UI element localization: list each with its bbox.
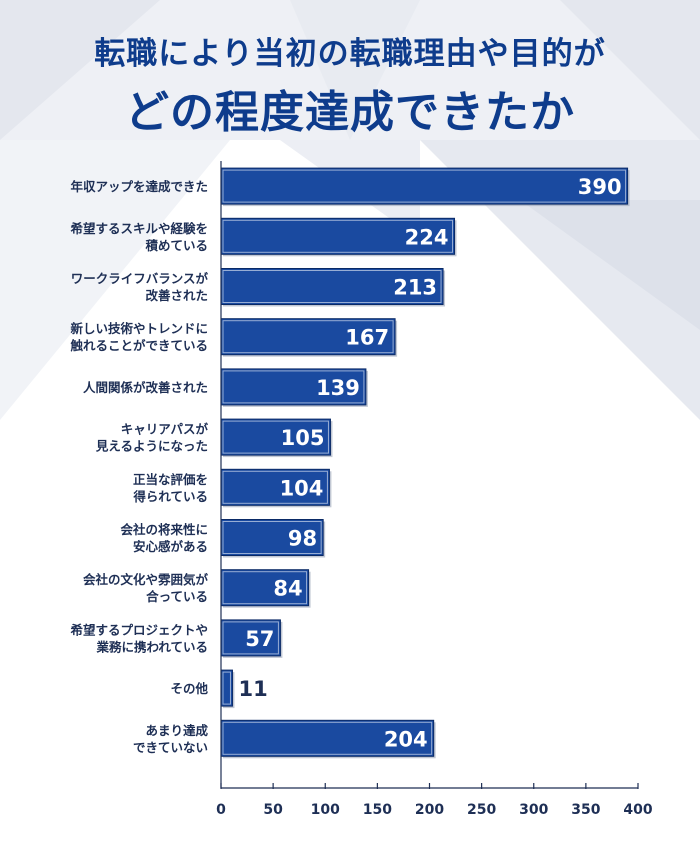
- category-label: その他: [170, 681, 208, 696]
- category-label: 正当な評価を: [133, 472, 208, 487]
- bar-value-label: 204: [384, 727, 428, 751]
- bar-value-label: 167: [345, 326, 389, 350]
- x-tick-label: 350: [571, 802, 600, 818]
- x-tick-label: 150: [363, 802, 392, 818]
- bar-inner-edge: [222, 219, 454, 253]
- bar-value-label: 213: [393, 276, 437, 300]
- x-tick-label: 300: [519, 802, 548, 818]
- bar-value-label: 84: [273, 577, 302, 601]
- category-label: 合っている: [146, 589, 208, 604]
- bar-value-label: 104: [280, 476, 324, 500]
- bar-value-label: 139: [316, 376, 360, 400]
- category-label: できていない: [133, 740, 208, 755]
- category-label: 人間関係が改善された: [83, 380, 208, 395]
- x-tick-label: 100: [311, 802, 340, 818]
- bar-value-label: 57: [245, 627, 274, 651]
- category-label: キャリアパスが: [121, 422, 209, 437]
- category-label: 見えるようになった: [95, 439, 208, 454]
- category-label: 改善された: [145, 288, 208, 303]
- bar-inner-edge: [222, 169, 627, 203]
- title-line-1: 転職により当初の転職理由や目的が: [94, 36, 606, 72]
- bar: [220, 569, 310, 607]
- bar-value-label: 224: [405, 225, 449, 249]
- category-label: 会社の文化や雰囲気が: [83, 572, 209, 587]
- bar-inner-edge: [222, 420, 329, 454]
- x-tick-label: 400: [623, 802, 652, 818]
- category-label: 新しい技術やトレンドに: [70, 321, 208, 336]
- x-tick-label: 250: [467, 802, 496, 818]
- bar: [220, 167, 629, 205]
- x-tick-label: 50: [263, 802, 283, 818]
- bar: [220, 519, 324, 556]
- x-tick-label: 0: [216, 802, 226, 818]
- bar-inner-edge: [222, 370, 365, 404]
- bar-inner-edge: [222, 671, 231, 705]
- category-label: 触れることができている: [69, 338, 208, 353]
- category-label: あまり達成: [145, 723, 208, 738]
- bar-value-label: 98: [288, 527, 317, 551]
- category-label: 希望するスキルや経験を: [69, 221, 208, 236]
- x-tick-label: 200: [415, 802, 444, 818]
- bar: [220, 619, 281, 657]
- bar-value-label: 105: [281, 426, 325, 450]
- bar-inner-edge: [222, 270, 442, 303]
- bar: [220, 318, 396, 356]
- bar-inner-edge: [222, 320, 394, 354]
- category-label: 積めている: [144, 238, 208, 253]
- bar-inner-edge: [222, 571, 308, 605]
- bar-value-label: 390: [578, 175, 622, 199]
- category-label: ワークライフバランスが: [71, 271, 209, 286]
- category-label: 年収アップを達成できた: [70, 179, 208, 194]
- category-label: 安心感がある: [133, 539, 208, 554]
- bar: [220, 719, 435, 757]
- bar-inner-edge: [222, 721, 433, 755]
- title-line-2: どの程度達成できたか: [125, 87, 575, 138]
- category-label: 業務に携われている: [95, 639, 208, 654]
- category-label: 会社の将来性に: [120, 522, 208, 537]
- bar-inner-edge: [222, 470, 328, 504]
- category-label: 得られている: [132, 489, 208, 504]
- bar-inner-edge: [222, 621, 279, 655]
- category-label: 希望するプロジェクトや: [69, 622, 208, 637]
- bar-inner-edge: [222, 521, 322, 554]
- bar: [220, 468, 330, 506]
- bar-value-label: 11: [238, 677, 267, 701]
